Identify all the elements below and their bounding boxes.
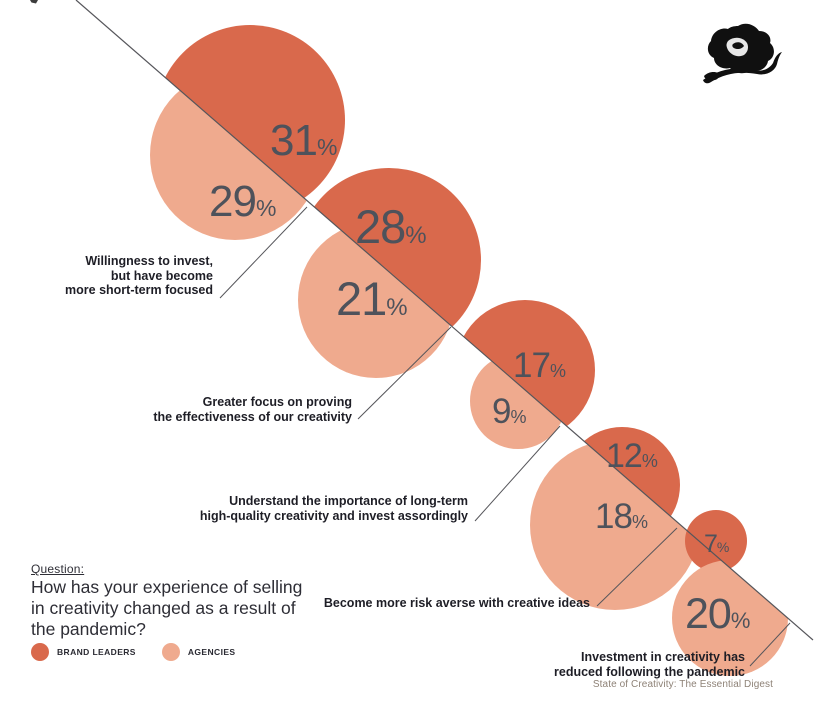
callout-line-1 <box>219 206 308 299</box>
bubble-brand-7 <box>685 510 747 572</box>
label-line: reduced following the pandemic <box>554 664 745 679</box>
cannes-lion-logo-icon <box>703 23 782 84</box>
question-heading: Question: <box>31 562 85 576</box>
label-line: Willingness to invest, <box>85 254 213 268</box>
pct-agency-29: 29% <box>209 177 276 226</box>
label-line: high-quality creativity and invest assor… <box>199 508 468 523</box>
legend-item-brand-leaders: BRAND LEADERS <box>31 643 136 661</box>
legend-label: BRAND LEADERS <box>57 647 136 657</box>
pct-brand-12: 12% <box>606 437 658 475</box>
crop-artifact <box>30 0 38 4</box>
legend-label: AGENCIES <box>187 647 236 657</box>
brand-leaders-swatch-icon <box>31 643 49 661</box>
category-label-4: Become more risk averse with creative id… <box>0 596 590 611</box>
diagonal-axis-line <box>75 0 814 641</box>
label-line: but have become <box>110 268 213 283</box>
pct-agency-9: 9% <box>492 392 526 431</box>
pct-brand-28: 28% <box>355 200 426 253</box>
question-line: in creativity changed as a result of <box>31 598 296 618</box>
label-line: Investment in creativity has <box>581 650 745 664</box>
callout-line-2 <box>357 326 452 420</box>
pct-brand-17: 17% <box>513 346 566 385</box>
percent-labels: 31% 29% 28% 21% 17% 9% 12% 18% 7% 20% <box>209 116 751 638</box>
question-line: the pandemic? <box>31 619 146 639</box>
category-label-5: Investment in creativity has reduced fol… <box>0 650 745 679</box>
pct-agency-18: 18% <box>595 497 648 536</box>
category-label-2: Greater focus on proving the effectivene… <box>0 395 352 424</box>
label-line: Understand the importance of long-term <box>229 494 468 508</box>
label-line: more short-term focused <box>65 283 213 297</box>
legend: BRAND LEADERS AGENCIES <box>31 643 235 661</box>
question-line: How has your experience of selling <box>31 577 303 597</box>
agencies-swatch-icon <box>161 643 180 661</box>
legend-item-agencies: AGENCIES <box>161 643 236 661</box>
label-line: the effectiveness of our creativity <box>153 409 352 424</box>
category-label-3: Understand the importance of long-term h… <box>0 494 468 523</box>
callout-line-4 <box>596 527 678 607</box>
callout-line-3 <box>474 425 561 522</box>
pct-agency-20: 20% <box>685 590 750 638</box>
pct-brand-7: 7% <box>704 530 729 558</box>
question-text: How has your experience of selling in cr… <box>31 577 351 640</box>
pct-agency-21: 21% <box>336 272 407 325</box>
callout-lines <box>219 206 791 667</box>
label-line: Greater focus on proving <box>202 395 352 409</box>
label-line: Become more risk averse with creative id… <box>323 596 590 610</box>
pct-brand-31: 31% <box>270 116 337 165</box>
source-note: State of Creativity: The Essential Diges… <box>592 679 773 690</box>
callout-line-5 <box>749 622 791 667</box>
category-label-1: Willingness to invest, but have become m… <box>0 254 213 298</box>
